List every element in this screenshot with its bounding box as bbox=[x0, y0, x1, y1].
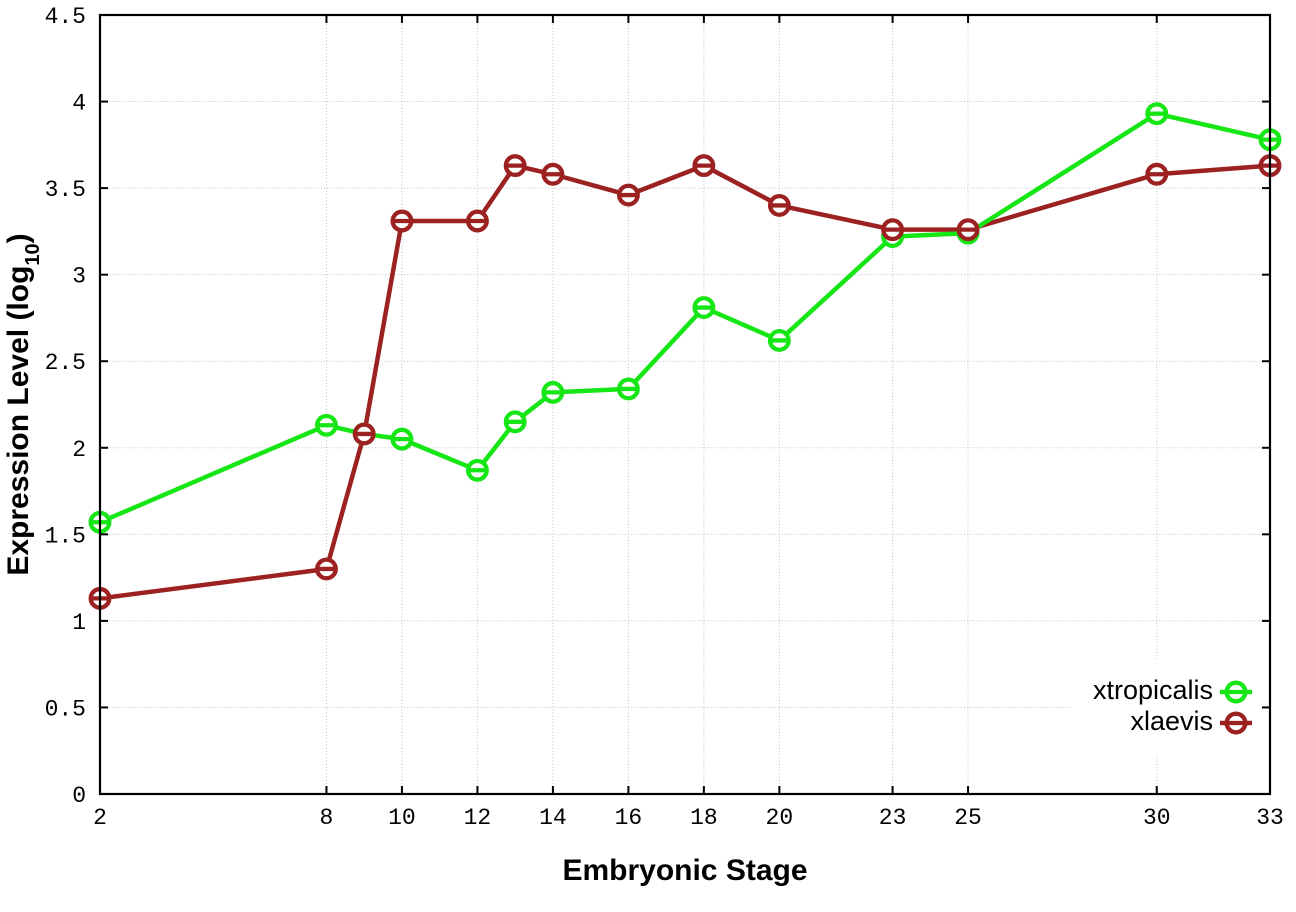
svg-text:xlaevis: xlaevis bbox=[1130, 706, 1213, 736]
svg-text:1.5: 1.5 bbox=[45, 523, 86, 549]
svg-text:0.5: 0.5 bbox=[45, 696, 86, 722]
svg-text:23: 23 bbox=[879, 805, 907, 831]
svg-text:8: 8 bbox=[320, 805, 334, 831]
svg-text:20: 20 bbox=[766, 805, 794, 831]
svg-text:2: 2 bbox=[72, 437, 86, 463]
svg-text:30: 30 bbox=[1143, 805, 1171, 831]
svg-text:12: 12 bbox=[464, 805, 492, 831]
svg-text:xtropicalis: xtropicalis bbox=[1093, 675, 1213, 705]
svg-text:0: 0 bbox=[72, 783, 86, 809]
svg-text:25: 25 bbox=[954, 805, 982, 831]
svg-text:3: 3 bbox=[72, 264, 86, 290]
svg-text:4.5: 4.5 bbox=[45, 4, 86, 30]
svg-text:3.5: 3.5 bbox=[45, 177, 86, 203]
svg-text:16: 16 bbox=[615, 805, 643, 831]
svg-text:2: 2 bbox=[93, 805, 107, 831]
svg-text:10: 10 bbox=[388, 805, 416, 831]
svg-text:18: 18 bbox=[690, 805, 718, 831]
svg-text:2.5: 2.5 bbox=[45, 350, 86, 376]
svg-text:Embryonic Stage: Embryonic Stage bbox=[562, 854, 807, 887]
svg-text:14: 14 bbox=[539, 805, 567, 831]
svg-text:33: 33 bbox=[1256, 805, 1284, 831]
svg-text:1: 1 bbox=[72, 610, 86, 636]
svg-text:4: 4 bbox=[72, 91, 86, 117]
